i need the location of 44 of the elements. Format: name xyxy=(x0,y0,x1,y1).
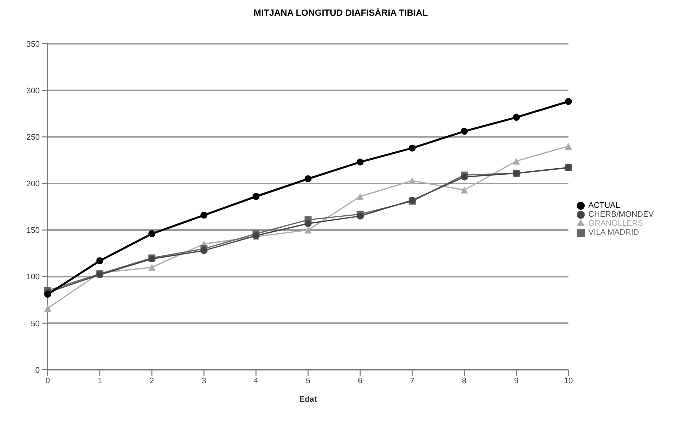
point xyxy=(513,158,520,165)
x-tick-label: 6 xyxy=(358,376,364,386)
point xyxy=(252,193,260,200)
legend-label: GRANOLLERS xyxy=(588,219,644,228)
legend-label: CHERB/MONDEV xyxy=(588,210,654,219)
legend-label: ACTUAL xyxy=(588,201,620,210)
y-tick-label: 200 xyxy=(26,180,41,189)
point xyxy=(148,264,156,272)
point xyxy=(513,114,520,122)
y-tick-label: 50 xyxy=(31,319,41,328)
x-axis-title: Edat xyxy=(300,395,318,404)
x-tick-label: 0 xyxy=(46,376,51,386)
y-tick-label: 250 xyxy=(26,132,41,142)
legend-label: VILA MADRID xyxy=(588,228,640,237)
x-tick-label: 9 xyxy=(514,376,520,386)
y-tick-label: 150 xyxy=(26,226,41,236)
point xyxy=(565,142,572,150)
x-tick-label: 7 xyxy=(410,376,416,386)
point xyxy=(44,305,52,312)
x-tick-label: 1 xyxy=(98,376,103,386)
point xyxy=(408,144,416,152)
x-tick-label: 2 xyxy=(150,376,155,386)
point xyxy=(565,98,572,106)
point xyxy=(461,128,468,136)
point xyxy=(304,220,312,228)
point xyxy=(461,186,468,194)
point xyxy=(200,212,208,219)
y-tick-label: 100 xyxy=(26,272,41,282)
x-tick-label: 5 xyxy=(306,376,312,386)
point xyxy=(408,177,416,184)
x-tick-label: 3 xyxy=(202,376,207,386)
x-tick-label: 4 xyxy=(254,376,260,386)
x-tick-label: 8 xyxy=(462,376,468,386)
point xyxy=(304,176,312,183)
point xyxy=(356,158,364,166)
point xyxy=(356,193,364,200)
y-tick-label: 350 xyxy=(26,40,41,49)
point xyxy=(304,226,312,234)
y-tick-label: 0 xyxy=(36,366,41,375)
x-tick-label: 10 xyxy=(564,376,574,386)
point xyxy=(96,258,104,265)
point xyxy=(148,230,156,238)
y-tick-label: 300 xyxy=(26,86,41,96)
chart-title: MITJANA LONGITUD DIAFISÀRIA TIBIAL xyxy=(252,8,430,20)
